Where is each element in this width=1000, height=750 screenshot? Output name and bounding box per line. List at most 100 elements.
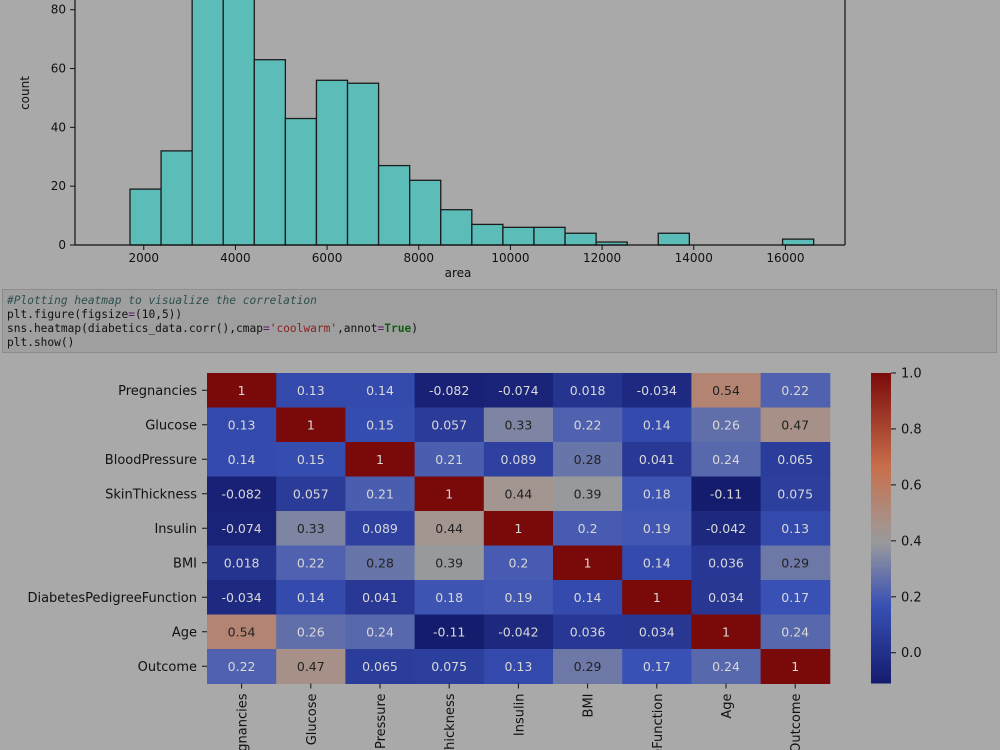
heatmap-cell-value: -0.082 bbox=[429, 383, 469, 398]
heatmap-cell-value: 0.15 bbox=[297, 452, 325, 467]
code-cell[interactable]: #Plotting heatmap to visualize the corre… bbox=[2, 289, 997, 353]
heatmap-cell-value: 0.036 bbox=[708, 555, 744, 570]
y-tick-label: 60 bbox=[51, 62, 66, 76]
heatmap-cell-value: 1 bbox=[238, 383, 246, 398]
heatmap-cell-value: -0.074 bbox=[221, 521, 261, 536]
code-token: = bbox=[263, 322, 270, 335]
heatmap-row-label: BMI bbox=[173, 556, 197, 571]
histogram-bar bbox=[161, 151, 192, 245]
heatmap-cell-value: 1 bbox=[722, 624, 730, 639]
heatmap-cell-value: 0.44 bbox=[435, 521, 463, 536]
x-axis-label: area bbox=[445, 266, 472, 280]
heatmap-cell-value: 0.22 bbox=[781, 383, 809, 398]
heatmap-cell-value: 0.21 bbox=[435, 452, 463, 467]
heatmap-cell-value: 0.018 bbox=[570, 383, 606, 398]
heatmap-cell-value: 0.22 bbox=[574, 417, 602, 432]
histogram-bar bbox=[534, 227, 565, 245]
heatmap-cell-value: 0.065 bbox=[777, 452, 813, 467]
heatmap-cell-value: 0.057 bbox=[293, 486, 329, 501]
heatmap-cell-value: -0.11 bbox=[710, 486, 742, 501]
heatmap-cell-value: -0.042 bbox=[498, 624, 538, 639]
heatmap-cell-value: 0.018 bbox=[224, 555, 260, 570]
x-tick-label: 14000 bbox=[675, 251, 713, 265]
heatmap-cell-value: 0.13 bbox=[504, 659, 532, 674]
heatmap-cell-value: 0.075 bbox=[777, 486, 813, 501]
heatmap-cell-value: -0.042 bbox=[706, 521, 746, 536]
heatmap-cell-value: 0.17 bbox=[781, 590, 809, 605]
heatmap-col-label: Outcome bbox=[789, 694, 804, 750]
x-tick-label: 16000 bbox=[766, 251, 804, 265]
heatmap-cell-value: 1 bbox=[307, 417, 315, 432]
heatmap-row-label: Age bbox=[172, 625, 197, 640]
heatmap-cell-value: 0.13 bbox=[228, 417, 256, 432]
heatmap-cell-value: 0.041 bbox=[362, 590, 398, 605]
heatmap-cell-value: 0.54 bbox=[228, 624, 256, 639]
heatmap-cell-value: 0.19 bbox=[504, 590, 532, 605]
heatmap-row-label: Glucose bbox=[145, 418, 197, 433]
heatmap-cell-value: 0.13 bbox=[781, 521, 809, 536]
heatmap-cell-value: -0.034 bbox=[637, 383, 677, 398]
code-line-heatmap: sns.heatmap(diabetics_data.corr(),cmap='… bbox=[7, 322, 992, 336]
heatmap-cell-value: 0.24 bbox=[712, 659, 740, 674]
heatmap-cell-value: 1 bbox=[791, 659, 799, 674]
histogram-bar bbox=[565, 233, 596, 245]
histogram-chart: 2000 4000 6000 8000 10000 12000 14000 160000204… bbox=[0, 0, 1000, 290]
histogram-bar bbox=[254, 60, 285, 245]
heatmap-row-label: BloodPressure bbox=[105, 453, 197, 468]
code-token: 'coolwarm' bbox=[270, 322, 337, 335]
heatmap-cell-value: 0.26 bbox=[712, 417, 740, 432]
y-tick-label: 80 bbox=[51, 3, 66, 17]
y-axis-label: count bbox=[18, 76, 32, 110]
heatmap-col-label: regnancies bbox=[236, 693, 251, 750]
code-token: ) bbox=[411, 322, 418, 335]
code-token: (10,5)) bbox=[135, 308, 182, 321]
histogram-bar bbox=[379, 166, 410, 245]
code-line-show: plt.show() bbox=[7, 336, 992, 350]
heatmap-cell-value: 0.036 bbox=[570, 624, 606, 639]
heatmap-cell-value: 0.15 bbox=[366, 417, 394, 432]
heatmap-row-label: SkinThickness bbox=[105, 487, 197, 502]
x-tick-label: 10000 bbox=[491, 251, 529, 265]
heatmap-col-label: nThickness bbox=[443, 693, 458, 750]
code-token: True bbox=[384, 322, 411, 335]
heatmap-row-label: Insulin bbox=[154, 522, 197, 537]
histogram-bar bbox=[783, 239, 814, 245]
colorbar-tick-label: 1.0 bbox=[901, 367, 922, 382]
histogram-bar bbox=[130, 189, 161, 245]
colorbar-tick-label: 0.2 bbox=[901, 590, 922, 605]
code-token: ,annot bbox=[337, 322, 377, 335]
heatmap-cell-value: -0.074 bbox=[498, 383, 538, 398]
histogram-bar bbox=[285, 119, 316, 245]
histogram-bar bbox=[658, 233, 689, 245]
heatmap-cell-value: 0.14 bbox=[297, 590, 325, 605]
code-token: = bbox=[128, 308, 135, 321]
code-line-figure: plt.figure(figsize=(10,5)) bbox=[7, 308, 992, 322]
heatmap-cell-value: 0.19 bbox=[643, 521, 671, 536]
heatmap-cell-value: -0.034 bbox=[221, 590, 261, 605]
heatmap-col-label: dPressure bbox=[374, 694, 389, 750]
heatmap-row-label: Pregnancies bbox=[118, 384, 197, 399]
heatmap-cell-value: 0.057 bbox=[431, 417, 467, 432]
heatmap-cell-value: 0.28 bbox=[366, 555, 394, 570]
heatmap-row-label: Outcome bbox=[138, 660, 197, 675]
heatmap-cell-value: 0.22 bbox=[297, 555, 325, 570]
heatmap-cell-value: 0.041 bbox=[639, 452, 675, 467]
heatmap-cell-value: 0.089 bbox=[501, 452, 537, 467]
heatmap-cell-value: 0.034 bbox=[639, 624, 675, 639]
code-token: plt.figure(figsize bbox=[7, 308, 128, 321]
heatmap-col-label: Glucose bbox=[305, 693, 320, 745]
heatmap-cell-value: 0.14 bbox=[643, 555, 671, 570]
heatmap-cell-value: -0.11 bbox=[433, 624, 465, 639]
heatmap-cell-value: 0.29 bbox=[574, 659, 602, 674]
heatmap-cell-value: 1 bbox=[514, 521, 522, 536]
heatmap-cell-value: 1 bbox=[445, 486, 453, 501]
histogram-bar bbox=[503, 227, 534, 245]
heatmap-col-label: eeFunction bbox=[651, 694, 666, 750]
histogram-bar bbox=[192, 0, 223, 245]
code-comment-line: #Plotting heatmap to visualize the corre… bbox=[7, 294, 992, 308]
heatmap-cell-value: 0.065 bbox=[362, 659, 398, 674]
code-token: sns.heatmap(diabetics_data.corr(),cmap bbox=[7, 322, 263, 335]
x-tick-label: 8000 bbox=[403, 251, 434, 265]
heatmap-cell-value: 1 bbox=[584, 555, 592, 570]
